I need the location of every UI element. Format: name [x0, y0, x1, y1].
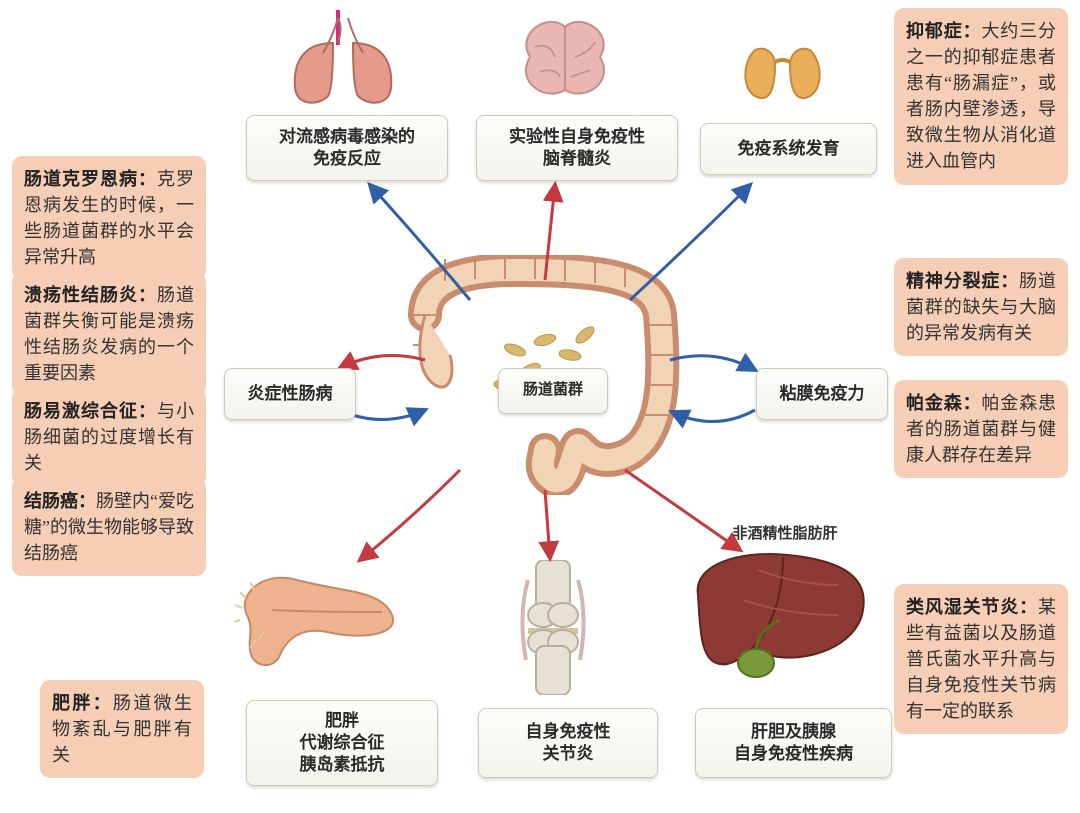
- label-autoimmune-arthritis: 自身免疫性关节炎: [478, 708, 658, 778]
- sidebox-colon-cancer: 结肠癌：肠壁内“爱吃糖”的微生物能够导致结肠癌: [12, 478, 206, 576]
- joint-icon: [498, 560, 608, 695]
- thyroid-icon: [735, 30, 830, 110]
- label-text: 炎症性肠病: [248, 383, 333, 405]
- label-influenza-immune: 对流感病毒感染的免疫反应: [246, 115, 448, 181]
- label-text: 非酒精性脂肪肝: [732, 526, 837, 542]
- sidebox-ulcerative-colitis: 溃疡性结肠炎：肠道菌群失衡可能是溃疡性结肠炎发病的一个重要因素: [12, 272, 206, 396]
- label-obesity-metabolic: 肥胖代谢综合征胰岛素抵抗: [246, 700, 438, 786]
- sidebox-title: 肠道克罗恩病：: [24, 169, 157, 189]
- label-mucosal-immunity: 粘膜免疫力: [756, 368, 888, 420]
- sidebox-title: 肠易激综合征：: [24, 401, 157, 421]
- label-text: 对流感病毒感染的免疫反应: [279, 126, 415, 170]
- sidebox-title: 肥胖：: [52, 693, 113, 713]
- sidebox-title: 抑郁症：: [906, 21, 981, 41]
- label-text: 实验性自身免疫性脑脊髓炎: [509, 126, 645, 170]
- sidebox-title: 类风湿关节炎：: [906, 597, 1038, 617]
- label-center-gut-microbiota: 肠道菌群: [498, 368, 608, 414]
- sidebox-title: 精神分裂症：: [906, 271, 1019, 291]
- label-nafld: 非酒精性脂肪肝: [720, 522, 850, 543]
- label-text: 自身免疫性关节炎: [526, 721, 611, 765]
- sidebox-ibs: 肠易激综合征：与小肠细菌的过度增长有关: [12, 388, 206, 486]
- sidebox-title: 溃疡性结肠炎：: [24, 285, 157, 305]
- label-text: 肠道菌群: [523, 381, 583, 401]
- label-text: 肝胆及胰腺自身免疫性疾病: [734, 721, 853, 765]
- sidebox-body: 大约三分之一的抑郁症患者患有“肠漏症”，或者肠内壁渗透，导致微生物从消化道进入血…: [906, 21, 1056, 171]
- label-text: 免疫系统发育: [738, 138, 840, 160]
- pancreas-icon: [232, 560, 402, 690]
- sidebox-title: 结肠癌：: [24, 491, 96, 511]
- sidebox-rheumatoid: 类风湿关节炎：某些有益菌以及肠道普氏菌水平升高与自身免疫性关节病有一定的联系: [894, 584, 1068, 734]
- label-ibd: 炎症性肠病: [224, 368, 356, 420]
- diagram-canvas: 肠道克罗恩病：克罗恩病发生的时候，一些肠道菌群的水平会异常升高 溃疡性结肠炎：肠…: [0, 0, 1080, 813]
- sidebox-crohns: 肠道克罗恩病：克罗恩病发生的时候，一些肠道菌群的水平会异常升高: [12, 156, 206, 280]
- sidebox-title: 帕金森：: [906, 393, 981, 413]
- label-immune-dev: 免疫系统发育: [700, 123, 877, 175]
- sidebox-parkinson: 帕金森：帕金森患者的肠道菌群与健康人群存在差异: [894, 380, 1068, 478]
- label-text: 肥胖代谢综合征胰岛素抵抗: [300, 710, 385, 776]
- label-eae: 实验性自身免疫性脑脊髓炎: [476, 115, 678, 181]
- brain-icon: [510, 12, 620, 107]
- label-hepatobiliary: 肝胆及胰腺自身免疫性疾病: [695, 708, 892, 778]
- label-text: 粘膜免疫力: [780, 383, 865, 405]
- lungs-icon: [283, 8, 403, 108]
- sidebox-depression: 抑郁症：大约三分之一的抑郁症患者患有“肠漏症”，或者肠内壁渗透，导致微生物从消化…: [894, 8, 1068, 185]
- sidebox-obesity: 肥胖：肠道微生物紊乱与肥胖有关: [40, 680, 204, 778]
- sidebox-schizophrenia: 精神分裂症：肠道菌群的缺失与大脑的异常发病有关: [894, 258, 1068, 356]
- liver-icon: [688, 545, 873, 695]
